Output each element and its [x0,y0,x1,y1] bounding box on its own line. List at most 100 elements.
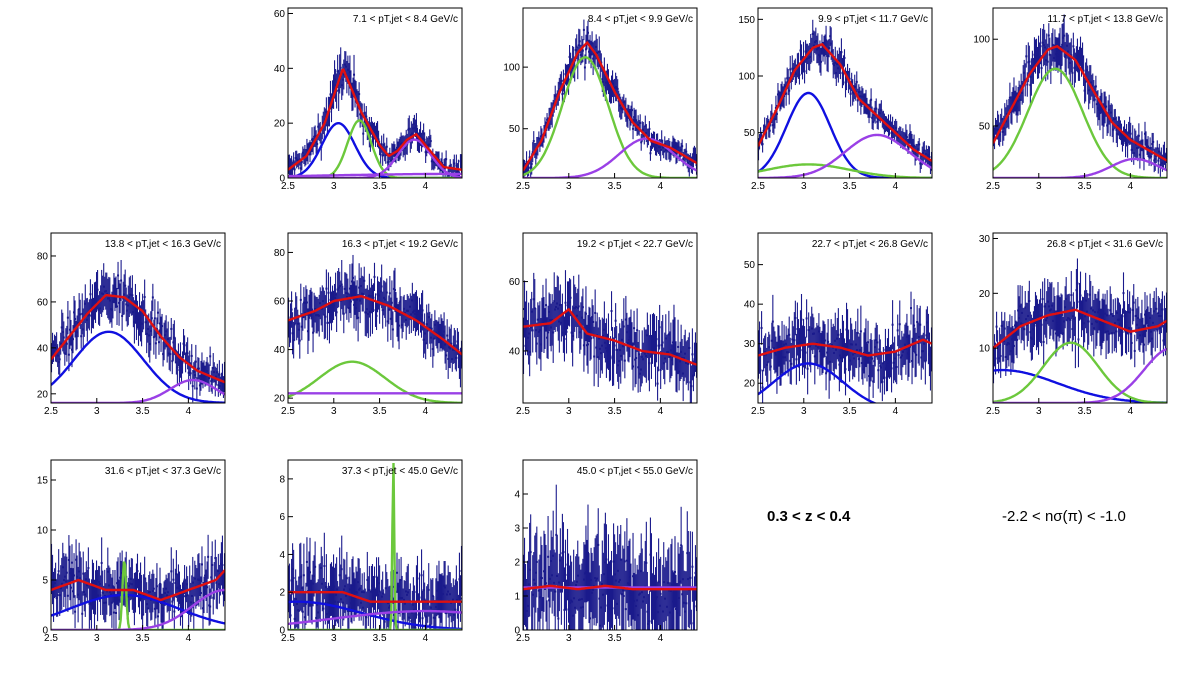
data-point [659,368,662,371]
data-point [145,332,148,335]
data-point [796,328,799,331]
data-point [879,364,882,367]
data-point [663,357,666,360]
data-point [386,320,389,323]
data-point [1065,297,1068,300]
data-point [1048,53,1051,56]
data-point [417,613,420,616]
data-point [911,142,914,145]
data-point [118,301,121,304]
data-point [68,571,71,574]
data-point [586,551,589,554]
data-point [193,374,196,377]
panel-title: 22.7 < pT,jet < 26.8 GeV/c [812,239,928,250]
data-point [156,311,159,314]
data-point [305,149,308,152]
data-point [288,163,291,166]
data-point [217,570,220,573]
data-point [1096,311,1099,314]
data-point [539,135,542,138]
data-point [124,284,127,287]
data-point [874,111,877,114]
data-point [197,367,200,370]
data-point [997,128,1000,131]
data-point [628,575,631,578]
data-point [643,596,646,599]
data-point [56,594,59,597]
data-point [695,163,697,166]
data-point [339,66,342,69]
x-tick-label: 3 [566,633,572,644]
data-point [654,597,657,600]
data-point [868,112,871,115]
nsigma-range-label: -2.2 < nσ(π) < -1.0 [1002,508,1126,525]
data-point [81,312,84,315]
data-point [620,338,623,341]
data-point [78,570,81,573]
data-point [155,585,158,588]
data-point [1049,308,1052,311]
data-point [1032,328,1035,331]
data-point [1091,309,1094,312]
data-point [429,336,432,339]
data-point [1075,57,1078,60]
data-point [637,366,640,369]
data-point [315,314,318,317]
data-point [421,617,424,620]
fit-total [51,293,225,384]
data-point [903,343,906,346]
data-point [1142,157,1145,160]
data-point [1088,293,1091,296]
data-point [640,368,643,371]
data-point [430,327,433,330]
data-point [585,570,588,573]
data-point [610,310,613,313]
data-point [761,143,764,146]
data-point [346,609,349,612]
data-point [91,305,94,308]
data-point [1133,349,1136,352]
data-point [460,569,462,572]
data-point [827,340,830,343]
data-point [537,330,540,333]
y-tick-label: 4 [514,490,520,501]
data-point [355,90,358,93]
data-point [174,581,177,584]
data-point [316,314,319,317]
data-point [1098,322,1101,325]
data-point [1064,306,1067,309]
data-point [548,599,551,602]
data-point [815,48,818,51]
panel-title: 37.3 < pT,jet < 45.0 GeV/c [342,466,458,477]
data-point [293,617,296,620]
data-point [1038,319,1041,322]
data-point [424,151,427,154]
data-point [89,293,92,296]
data-point [142,313,145,316]
data-point [132,311,135,314]
data-point [524,594,527,597]
data-point [1126,311,1129,314]
data-point [192,370,195,373]
data-point [669,152,672,155]
data-point [394,306,397,309]
data-point [86,584,89,587]
data-point [560,589,563,592]
data-point [577,44,580,47]
x-tick-label: 3.5 [136,406,150,417]
data-point [345,577,348,580]
data-point [615,87,618,90]
data-point [653,339,656,342]
data-point [549,319,552,322]
data-point [193,577,196,580]
data-point [1165,154,1167,157]
data-point [845,328,848,331]
data-point [161,614,164,617]
data-point [622,325,625,328]
x-tick-label: 3.5 [373,181,387,192]
data-point [527,583,530,586]
data-point [79,577,82,580]
data-point [590,578,593,581]
